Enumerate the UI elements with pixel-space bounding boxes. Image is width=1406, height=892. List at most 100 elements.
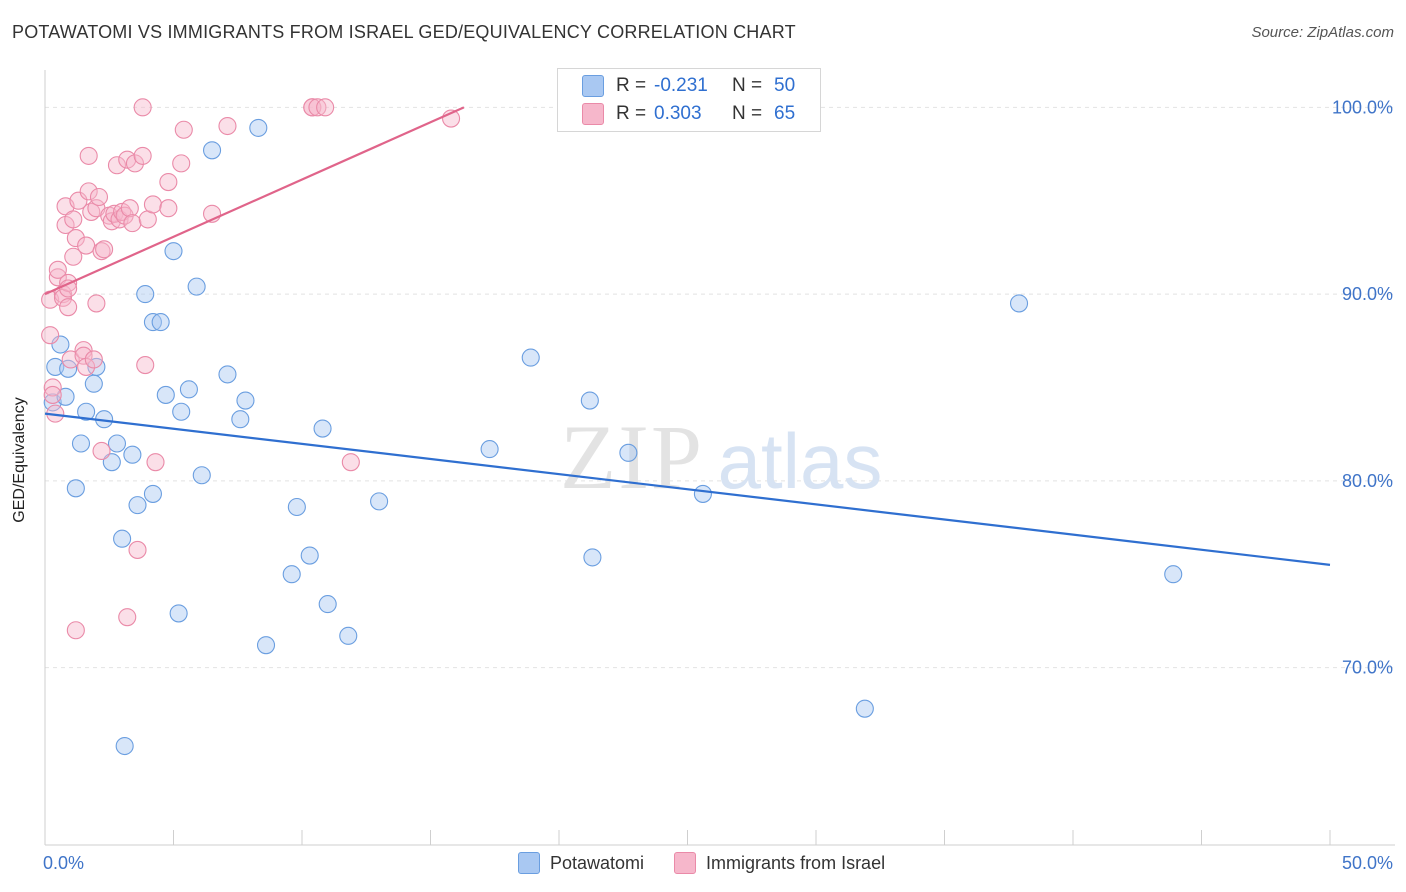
point-potawatomi [256, 636, 276, 655]
point-potawatomi [136, 285, 155, 304]
y-tick-label: 70.0% [1342, 658, 1393, 678]
point-israel [59, 279, 78, 298]
point-potawatomi [192, 466, 211, 485]
legend-swatch-blue [582, 75, 604, 97]
watermark: ZIP atlas [560, 406, 882, 508]
point-israel [174, 120, 193, 139]
point-potawatomi [77, 402, 96, 421]
point-israel [84, 350, 103, 369]
point-potawatomi [249, 118, 268, 137]
bottom-legend-label: Potawatomi [550, 852, 645, 873]
point-potawatomi [583, 548, 602, 567]
watermark-atlas: atlas [718, 417, 883, 505]
point-israel [143, 195, 162, 214]
point-israel [128, 540, 147, 559]
point-potawatomi [143, 313, 162, 332]
point-israel [172, 154, 191, 173]
source-credit: Source: ZipAtlas.com [1251, 24, 1394, 41]
point-potawatomi [855, 699, 874, 718]
legend-r-value: -0.231 [654, 75, 708, 96]
point-israel [123, 214, 142, 233]
data-points [41, 98, 1183, 756]
point-israel [66, 229, 85, 248]
legend-swatch-pink [582, 103, 604, 125]
legend-n-label: N = [732, 103, 763, 124]
point-potawatomi [51, 335, 70, 354]
point-israel [69, 191, 88, 210]
legend-r-label: R = [616, 75, 647, 96]
point-israel [95, 240, 114, 259]
point-potawatomi [66, 479, 85, 498]
point-potawatomi [107, 434, 127, 453]
legend-r-value: 0.303 [654, 103, 702, 124]
point-israel [133, 146, 152, 165]
point-israel [308, 98, 327, 117]
watermark-zip: ZIP [560, 406, 704, 508]
tick-labels: 70.0% 80.0% 90.0% 100.0% 0.0% 50.0% [43, 97, 1393, 873]
point-israel [64, 247, 83, 266]
point-potawatomi [693, 484, 712, 503]
point-potawatomi [123, 445, 142, 464]
point-potawatomi [339, 626, 358, 645]
bottom-legend-item-israel: Immigrants from Israel [674, 852, 885, 874]
point-israel [107, 156, 127, 175]
trend-line-potawatomi [44, 412, 1331, 566]
point-israel [74, 346, 93, 365]
point-potawatomi [143, 484, 162, 503]
point-israel [66, 621, 85, 640]
bottom-legend-label: Immigrants from Israel [706, 852, 886, 873]
point-potawatomi [115, 736, 134, 756]
point-potawatomi [84, 374, 103, 393]
point-potawatomi [231, 410, 250, 429]
point-potawatomi [1164, 565, 1183, 584]
point-potawatomi [619, 443, 638, 462]
point-potawatomi [172, 402, 191, 421]
point-israel [43, 385, 62, 404]
point-israel [79, 146, 98, 165]
trend-lines [44, 106, 1331, 566]
point-israel [92, 441, 111, 461]
point-potawatomi [179, 380, 198, 399]
point-potawatomi [370, 492, 389, 511]
trend-line-israel [44, 106, 465, 296]
point-israel [64, 210, 83, 229]
point-potawatomi [169, 604, 188, 623]
bottom-legend: Potawatomi Immigrants from Israel [518, 852, 915, 874]
point-potawatomi [113, 529, 132, 548]
axes [44, 70, 1395, 846]
point-israel [43, 378, 62, 397]
point-israel [341, 453, 360, 472]
chart-title: POTAWATOMI VS IMMIGRANTS FROM ISRAEL GED… [12, 22, 796, 42]
point-israel [159, 199, 178, 218]
point-potawatomi [580, 391, 599, 410]
gridlines [45, 106, 1395, 669]
point-israel [120, 199, 139, 218]
point-israel [125, 154, 144, 173]
legend-n-label: N = [732, 75, 763, 96]
point-potawatomi [128, 496, 147, 515]
point-potawatomi [318, 595, 337, 614]
y-tick-label: 80.0% [1342, 471, 1393, 491]
point-israel [48, 260, 67, 279]
point-potawatomi [287, 497, 306, 517]
point-potawatomi [480, 440, 499, 459]
point-israel [146, 453, 165, 472]
point-potawatomi [521, 348, 540, 367]
bottom-legend-swatch-blue [518, 852, 540, 874]
point-israel [77, 236, 96, 255]
point-potawatomi [71, 434, 91, 453]
x-tick-label: 0.0% [43, 853, 84, 873]
point-israel [59, 298, 78, 317]
x-tick-label: 50.0% [1342, 853, 1393, 873]
point-potawatomi [313, 419, 332, 438]
y-tick-label: 90.0% [1342, 284, 1393, 304]
legend-row-potawatomi: R = -0.231 N = 50 [582, 73, 795, 99]
point-potawatomi [102, 453, 121, 472]
point-israel [89, 187, 109, 207]
point-israel [87, 294, 106, 313]
point-israel [92, 242, 111, 261]
point-israel [133, 98, 152, 117]
legend-r-label: R = [616, 103, 647, 124]
point-potawatomi [87, 357, 106, 376]
bottom-legend-swatch-pink [674, 852, 697, 874]
